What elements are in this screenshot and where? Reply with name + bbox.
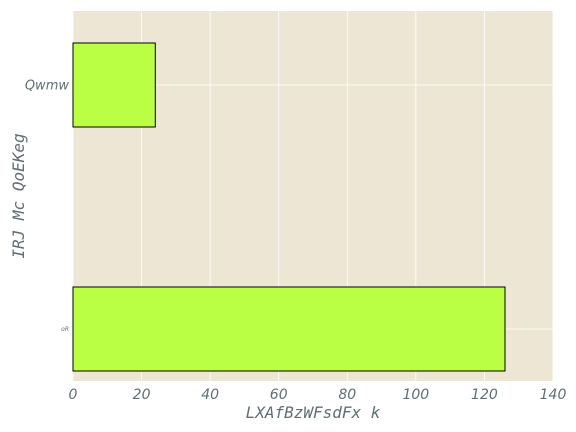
y-tick-label: Qwmw xyxy=(25,79,70,94)
x-tick-label: 40 xyxy=(201,387,219,403)
x-tick-label: 100 xyxy=(402,387,429,403)
x-tick-label: 0 xyxy=(69,387,78,403)
x-tick-label: 140 xyxy=(540,387,567,403)
y-axis-ticks: Qwmw oR xyxy=(25,79,70,334)
y-tick-label: oR xyxy=(61,326,69,333)
x-tick-label: 120 xyxy=(471,387,498,403)
bars xyxy=(72,42,506,372)
x-axis-ticks: 0 20 40 60 80 100 120 140 xyxy=(69,387,567,403)
y-axis-label: IRJ Mc QoEKeg xyxy=(9,133,28,258)
x-axis-label: LXAfBzWFsdFx k xyxy=(246,403,381,422)
x-tick-label: 20 xyxy=(133,387,151,403)
x-tick-label: 80 xyxy=(338,387,356,403)
x-tick-label: 60 xyxy=(270,387,288,403)
bar-or xyxy=(72,286,506,372)
bar-qwmw xyxy=(72,42,156,128)
